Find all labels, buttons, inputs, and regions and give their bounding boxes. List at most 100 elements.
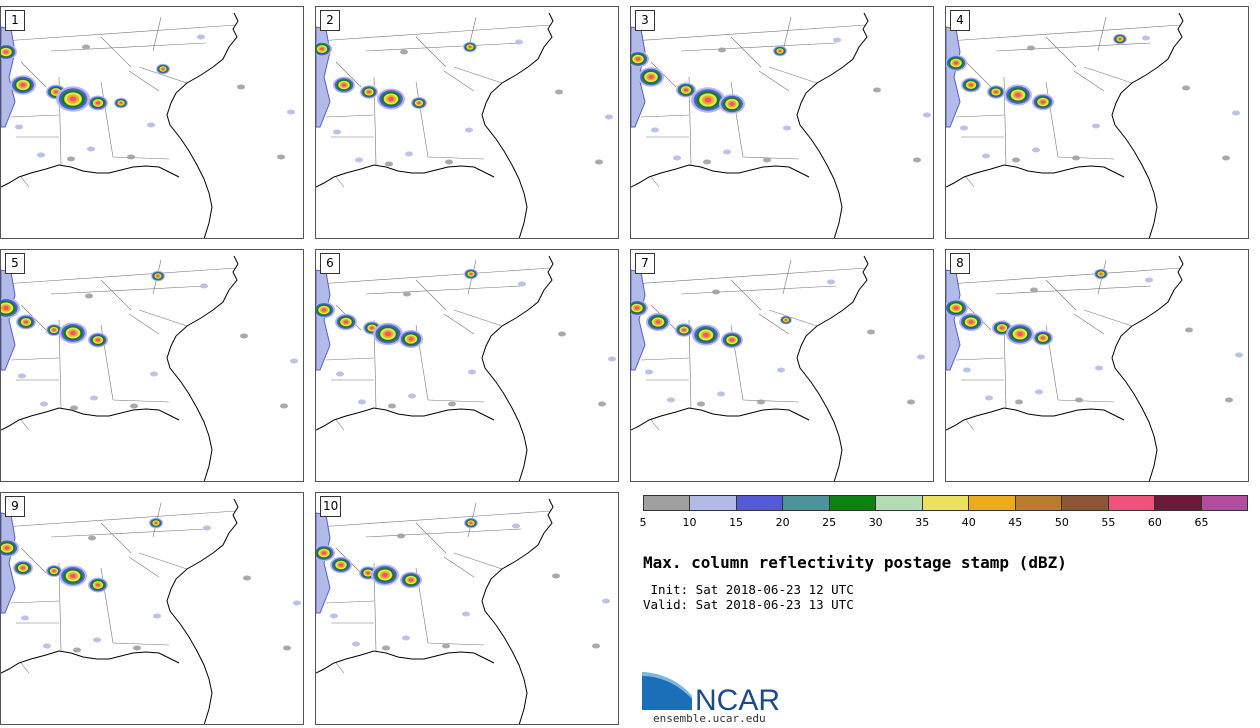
state-border: [680, 42, 837, 52]
state-border: [640, 357, 690, 361]
state-border: [152, 16, 162, 52]
state-border: [317, 24, 552, 42]
light-echo: [673, 155, 681, 161]
gulf-coastline: [631, 164, 810, 188]
convective-cell: [156, 63, 170, 75]
convective-cell: [333, 76, 355, 94]
convective-cell: [373, 322, 403, 346]
map-svg: [316, 12, 613, 238]
state-border: [453, 309, 503, 327]
state-border: [365, 42, 522, 52]
map-svg: [946, 255, 1243, 481]
member-number: 6: [320, 253, 340, 274]
gulf-coastline: [946, 407, 1125, 431]
light-echo: [90, 395, 98, 401]
coastline: [796, 255, 869, 481]
light-echo: [73, 647, 81, 653]
state-border: [335, 419, 345, 431]
light-echo: [595, 159, 603, 165]
light-echo: [1015, 399, 1023, 405]
light-echo: [1235, 352, 1243, 358]
light-echo: [385, 161, 393, 167]
light-echo: [602, 598, 610, 604]
state-border: [1045, 36, 1077, 68]
light-echo: [867, 329, 875, 335]
convective-cell: [1006, 323, 1034, 345]
convective-cell: [371, 564, 399, 586]
light-echo: [917, 354, 925, 360]
light-echo: [287, 109, 295, 115]
state-border: [2, 24, 237, 42]
state-border: [965, 61, 992, 88]
state-border: [453, 66, 503, 84]
light-echo: [333, 129, 341, 135]
light-echo: [723, 149, 731, 155]
light-echo: [237, 84, 245, 90]
light-echo: [290, 358, 298, 364]
convective-cell: [1032, 93, 1054, 111]
light-echo: [397, 533, 405, 539]
state-border: [768, 309, 818, 327]
convective-cell: [1094, 268, 1108, 280]
state-border: [335, 176, 345, 188]
light-echo: [153, 613, 161, 619]
light-echo: [1030, 287, 1038, 293]
member-number: 10: [320, 496, 342, 517]
colorbar-tick: 45: [1008, 516, 1023, 529]
light-echo: [777, 367, 785, 373]
echo-band: [631, 269, 646, 371]
light-echo: [150, 371, 158, 377]
light-echo: [1225, 397, 1233, 403]
state-border: [112, 399, 170, 403]
light-echo: [382, 645, 390, 651]
member-panel: 7: [630, 249, 934, 482]
state-border: [1057, 399, 1115, 403]
light-echo: [598, 401, 606, 407]
convective-cell: [411, 97, 427, 109]
light-echo: [1095, 365, 1103, 371]
state-border: [138, 66, 188, 84]
light-echo: [555, 89, 563, 95]
state-border: [20, 61, 47, 88]
light-echo: [712, 289, 720, 295]
light-echo: [280, 403, 288, 409]
state-border: [758, 70, 790, 92]
state-border: [730, 279, 762, 311]
convective-cell: [987, 85, 1005, 99]
light-echo: [1222, 155, 1230, 161]
light-echo: [827, 279, 835, 285]
light-echo: [402, 635, 410, 641]
colorbar-tick: 25: [822, 516, 837, 529]
convective-cell: [946, 54, 967, 72]
state-border: [128, 556, 160, 578]
state-border: [128, 70, 160, 92]
convective-cell: [330, 556, 352, 574]
coastline: [481, 12, 554, 238]
convective-cell: [316, 41, 332, 57]
light-echo: [127, 154, 135, 160]
convective-cell: [676, 82, 696, 98]
light-echo: [133, 645, 141, 651]
member-number: 3: [635, 10, 655, 31]
gulf-coastline: [946, 164, 1125, 188]
state-border: [128, 313, 160, 335]
light-echo: [403, 291, 411, 297]
light-echo: [445, 159, 453, 165]
light-echo: [512, 523, 520, 529]
convective-cell: [646, 313, 670, 331]
colorbar-bin: [690, 496, 737, 510]
echo-band: [946, 26, 961, 128]
light-echo: [293, 600, 301, 606]
convective-cell: [773, 45, 787, 57]
light-echo: [651, 127, 659, 133]
light-echo: [468, 369, 476, 375]
convective-cell: [631, 299, 648, 317]
state-border: [138, 552, 188, 570]
light-echo: [277, 154, 285, 160]
state-border: [427, 642, 485, 646]
convective-cell: [149, 517, 163, 529]
light-echo: [203, 525, 211, 531]
member-panel: 5: [0, 249, 304, 482]
convective-cell: [721, 331, 743, 349]
convective-cell: [88, 332, 108, 348]
